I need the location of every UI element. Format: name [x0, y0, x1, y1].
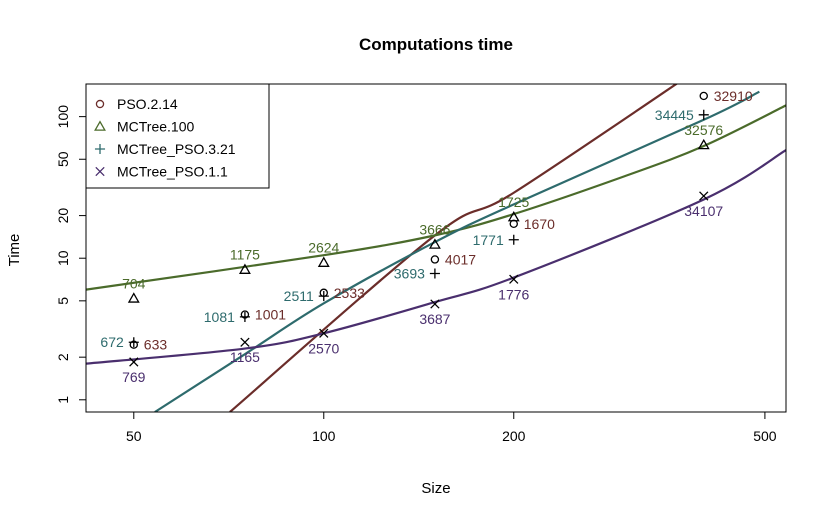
- y-tick-label-4: 10: [55, 250, 71, 266]
- data-point-2-1: [127, 292, 140, 303]
- data-label-4-4: 3687: [419, 311, 450, 327]
- data-point-2-4: [428, 238, 441, 249]
- data-point-2-3: [317, 256, 330, 267]
- axes: 50 100 200 500 1 2 5 10 20 50 100: [55, 83, 787, 444]
- legend-label-2: MCTree.100: [117, 119, 195, 135]
- data-point-4-2: [240, 337, 250, 347]
- fit-curve-2: [86, 104, 786, 291]
- data-label-3-6: 34445: [655, 107, 694, 123]
- y-tick-label-6: 50: [55, 151, 71, 167]
- data-label-3-5: 1771: [473, 232, 504, 248]
- data-label-1-3: 2533: [334, 285, 365, 301]
- data-label-1-2: 1001: [255, 307, 286, 323]
- y-tick-label-3: 5: [55, 297, 71, 305]
- data-label-1-5: 1670: [524, 216, 555, 232]
- fit-curve-1: [229, 84, 679, 412]
- data-point-3-6: [698, 109, 709, 120]
- data-point-3-1: [128, 337, 139, 348]
- legend-marker-2: [94, 120, 106, 131]
- data-point-4-4: [430, 299, 440, 309]
- data-label-2-1: 704: [122, 275, 146, 291]
- data-label-3-1: 672: [100, 334, 124, 350]
- data-point-3-5: [508, 234, 519, 245]
- data-point-3-4: [429, 268, 440, 279]
- data-label-4-5: 1776: [498, 286, 529, 302]
- data-label-2-4: 3666: [419, 221, 450, 237]
- data-label-4-3: 2570: [308, 340, 339, 356]
- legend-marker-3: [94, 143, 106, 155]
- fit-curve-4: [86, 149, 786, 365]
- legend: PSO.2.14 MCTree.100 MCTree_PSO.3.21 MCTree_…: [85, 83, 270, 189]
- data-point-3-3: [318, 291, 329, 302]
- data-label-2-5: 1725: [498, 194, 529, 210]
- data-label-2-6: 32576: [684, 122, 723, 138]
- legend-marker-4: [95, 166, 105, 177]
- data-point-4-6: [699, 191, 709, 201]
- legend-box: [85, 83, 270, 189]
- legend-label-3: MCTree_PSO.3.21: [117, 141, 236, 157]
- data-point-2-2: [238, 263, 251, 274]
- y-tick-label-1: 1: [55, 396, 71, 404]
- data-point-4-1: [129, 357, 139, 367]
- x-tick-label-1: 50: [126, 428, 142, 444]
- data-label-2-2: 1175: [230, 247, 260, 263]
- x-tick-label-4: 500: [753, 428, 777, 444]
- data-label-4-2: 1165: [230, 349, 260, 365]
- data-point-3-2: [239, 311, 250, 322]
- legend-marker-1: [95, 99, 105, 109]
- x-tick-label-3: 200: [502, 428, 526, 444]
- legend-label-1: PSO.2.14: [117, 96, 178, 112]
- data-point-4-3: [319, 328, 329, 338]
- data-label-3-4: 3693: [394, 265, 425, 281]
- data-label-1-4: 4017: [445, 251, 476, 267]
- data-label-4-6: 34107: [684, 203, 723, 219]
- y-tick-label-2: 2: [55, 353, 71, 361]
- fit-curve-3: [154, 90, 760, 412]
- data-label-4-1: 769: [122, 369, 146, 385]
- y-axis-label: Time: [6, 234, 23, 267]
- data-point-1-6: [699, 91, 708, 101]
- data-point-2-6: [697, 138, 710, 150]
- y-tick-label-7: 100: [55, 105, 71, 129]
- data-label-2-3: 2624: [308, 240, 339, 256]
- data-label-1-1: 633: [144, 337, 168, 353]
- chart-title: Computations time: [359, 35, 513, 54]
- data-labels: 633 1001 2533 4017 1670 32910 704 1175 2624 3666 1…: [100, 88, 752, 385]
- data-point-1-4: [430, 255, 440, 264]
- legend-label-4: MCTree_PSO.1.1: [117, 164, 228, 180]
- fit-curves: [86, 84, 786, 412]
- data-label-3-2: 1081: [204, 309, 235, 325]
- data-label-3-3: 2511: [284, 288, 314, 304]
- data-point-2-5: [507, 211, 520, 222]
- x-axis-label: Size: [421, 480, 450, 497]
- y-tick-label-5: 20: [55, 208, 71, 224]
- data-label-1-6: 32910: [714, 88, 753, 104]
- data-point-4-5: [509, 274, 519, 284]
- data-points: [127, 91, 710, 367]
- x-tick-label-2: 100: [312, 428, 336, 444]
